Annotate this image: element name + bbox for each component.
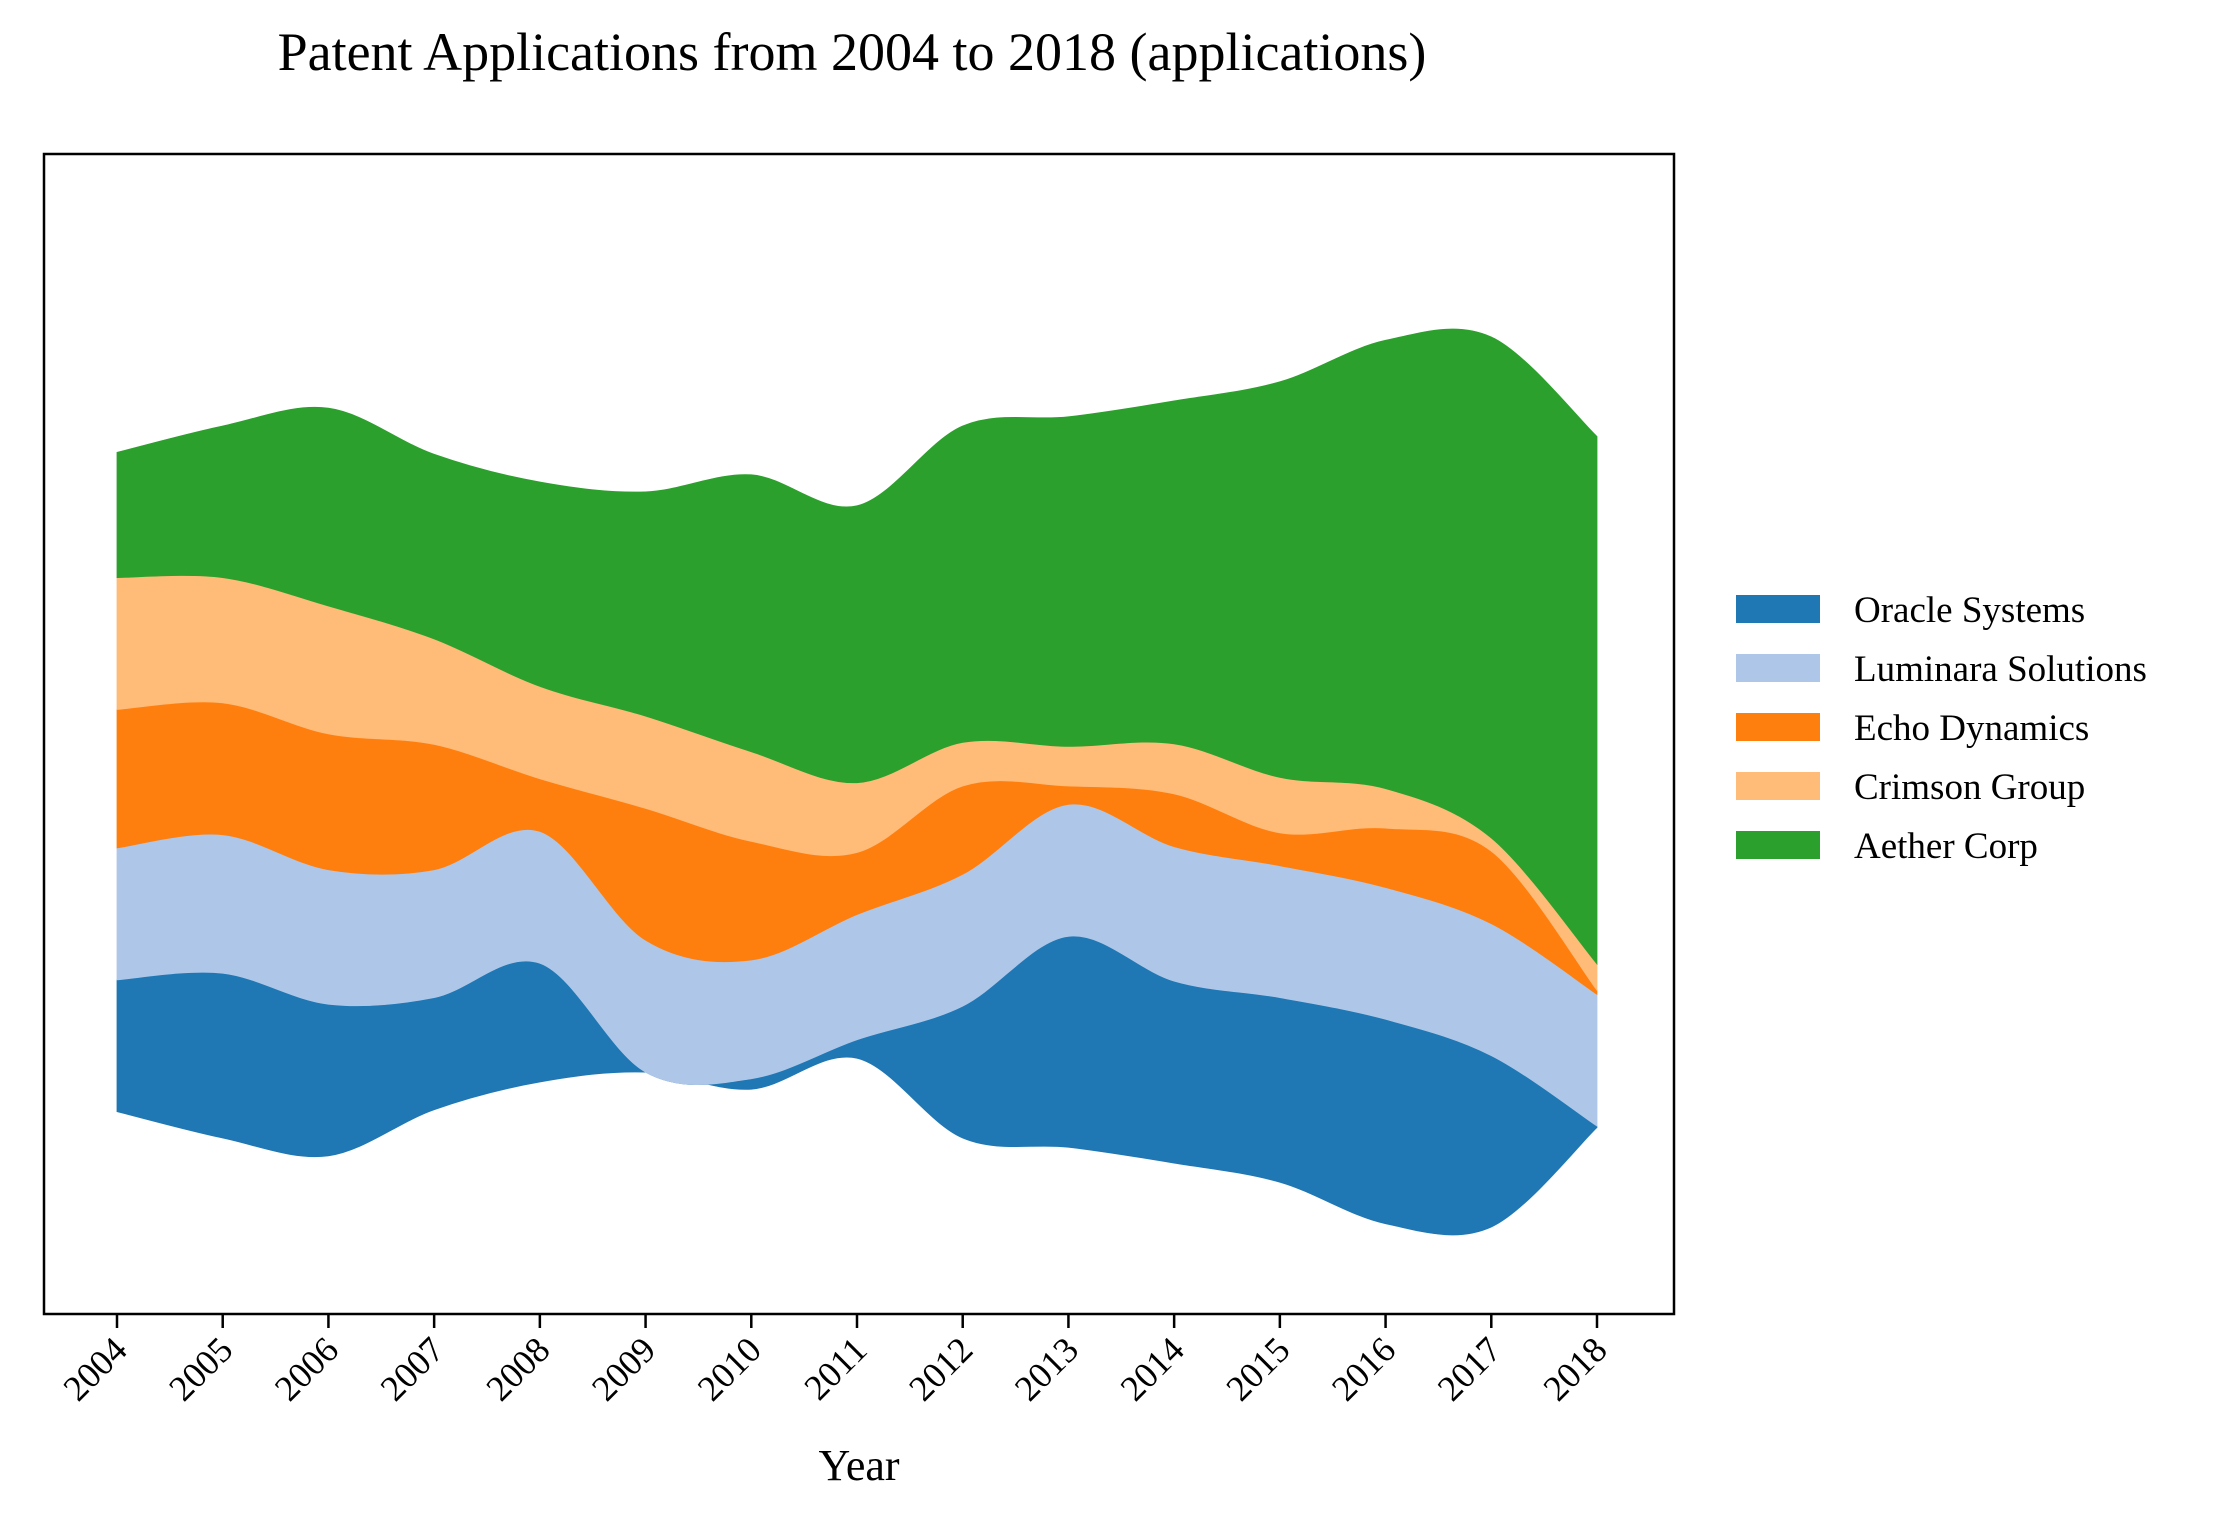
x-tick-label: 2011 xyxy=(796,1329,874,1407)
x-tick-label: 2015 xyxy=(1218,1329,1297,1408)
x-tick-label: 2013 xyxy=(1007,1329,1086,1408)
legend-swatch xyxy=(1736,654,1820,682)
x-tick-label: 2012 xyxy=(901,1329,980,1408)
x-tick-label: 2010 xyxy=(690,1329,769,1408)
legend-label: Luminara Solutions xyxy=(1854,649,2147,690)
x-axis: 2004 2005 2006 2007 2008 2009 2010 2011 2012 2013… xyxy=(55,1314,1615,1409)
chart-title: Patent Applications from 2004 to 2018 (a… xyxy=(278,22,1427,82)
legend: Oracle Systems Luminara Solutions Echo Dyn… xyxy=(1736,590,2147,867)
legend-label: Oracle Systems xyxy=(1854,590,2085,631)
x-tick-label: 2017 xyxy=(1430,1329,1509,1408)
x-tick-label: 2016 xyxy=(1324,1329,1403,1408)
legend-swatch xyxy=(1736,713,1820,741)
x-tick-label: 2005 xyxy=(161,1329,240,1408)
x-axis-label: Year xyxy=(818,1441,899,1490)
x-tick-label: 2007 xyxy=(373,1329,452,1408)
legend-swatch xyxy=(1736,772,1820,800)
legend-label: Crimson Group xyxy=(1854,767,2085,808)
legend-swatch xyxy=(1736,595,1820,623)
x-tick-label: 2018 xyxy=(1535,1329,1614,1408)
x-tick-label: 2009 xyxy=(584,1329,663,1408)
legend-swatch xyxy=(1736,831,1820,859)
x-tick-label: 2014 xyxy=(1113,1329,1192,1408)
legend-label: Aether Corp xyxy=(1854,826,2038,867)
x-tick-label: 2006 xyxy=(267,1329,346,1408)
x-tick-label: 2004 xyxy=(55,1329,134,1408)
x-tick-label: 2008 xyxy=(478,1329,557,1408)
plot-frame xyxy=(42,152,1676,1316)
stream-aether-corp xyxy=(116,328,1598,966)
plot-area xyxy=(116,328,1598,1236)
legend-label: Echo Dynamics xyxy=(1854,708,2089,749)
